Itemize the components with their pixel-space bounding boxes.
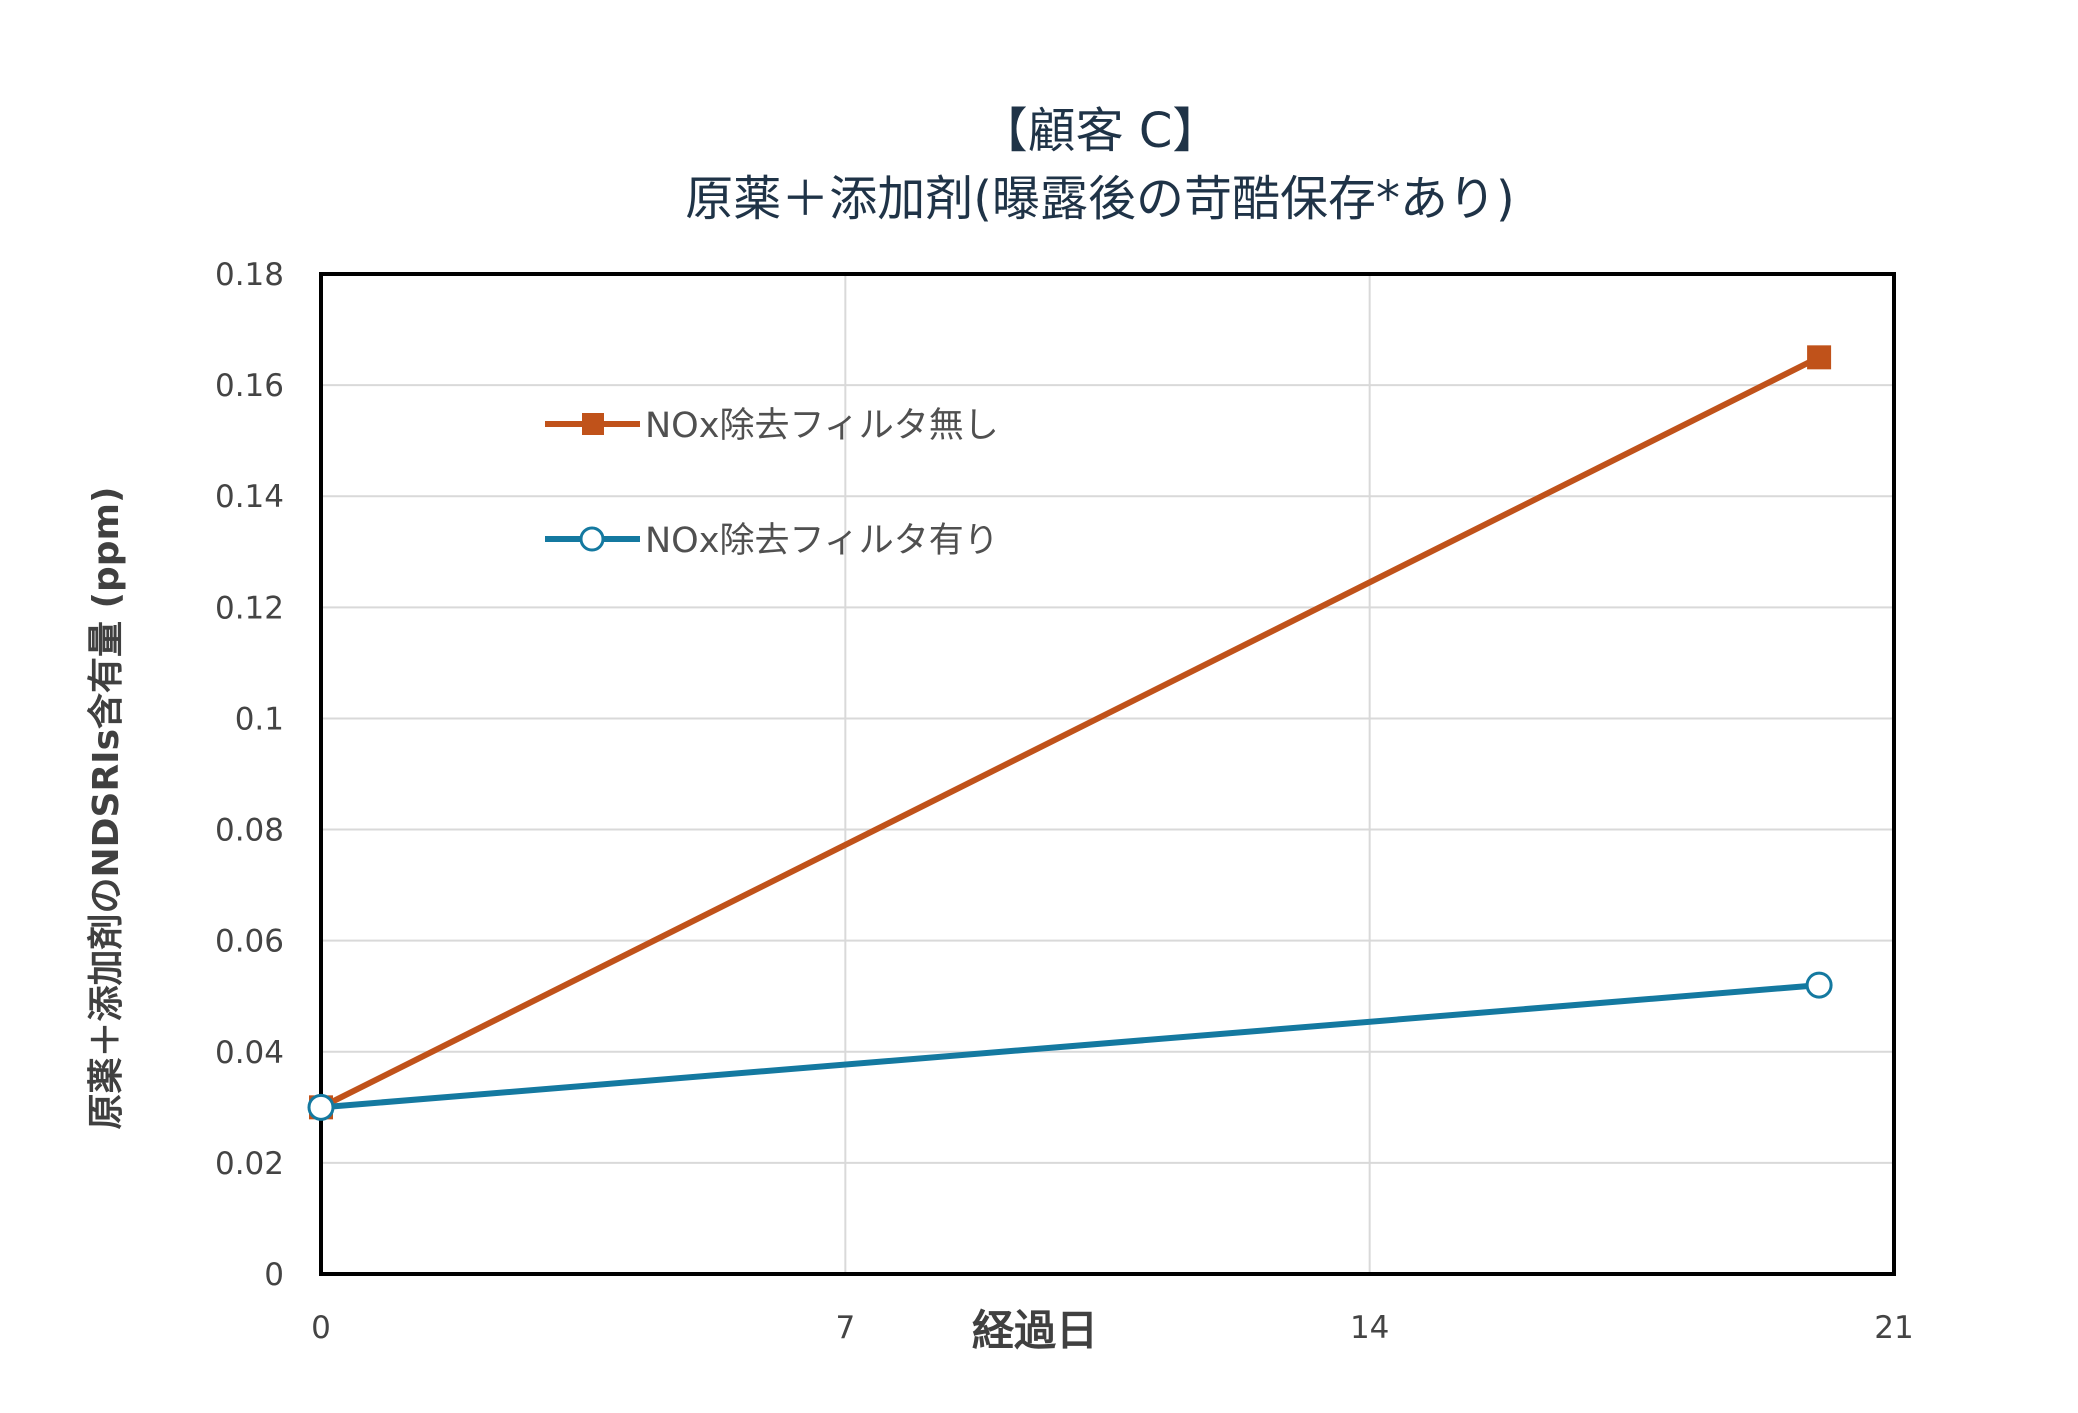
chart-title: 【顧客 C】: [980, 103, 1221, 159]
x-tick-label: 21: [1874, 1310, 1913, 1346]
series-group: [307, 345, 1833, 1121]
legend-marker-series-1: [582, 413, 604, 435]
legend-marker-series-2: [579, 526, 605, 552]
y-tick-label: 0.16: [215, 368, 284, 404]
x-axis-title: 経過日: [972, 1306, 1098, 1355]
series-line-1: [319, 354, 1821, 1111]
x-tick-label: 0: [311, 1310, 331, 1346]
data-point-series-1: [1807, 345, 1832, 370]
gridlines: [321, 274, 1894, 1274]
y-tick-label: 0.04: [215, 1035, 284, 1071]
data-point-series-2: [1805, 971, 1833, 999]
plot-frame: [319, 272, 1896, 1276]
y-tick-label: 0.06: [215, 924, 284, 960]
legend: NOx除去フィルタ無し NOx除去フィルタ有り: [545, 406, 999, 561]
y-axis-title: 原薬＋添加剤のNDSRIs含有量 (ppm): [86, 487, 127, 1130]
data-point-series-2: [307, 1093, 335, 1121]
legend-label-series-1: NOx除去フィルタ無し: [645, 406, 999, 446]
chart-subtitle: 原薬＋添加剤(曝露後の苛酷保存*あり): [685, 171, 1514, 227]
series-line-2: [320, 982, 1820, 1111]
y-tick-label: 0.14: [215, 479, 284, 515]
y-tick-label: 0.18: [215, 257, 284, 293]
y-tick-label: 0.1: [235, 701, 284, 737]
x-tick-labels: 0 7 14 21: [311, 1310, 1914, 1346]
y-tick-labels: 0 0.02 0.04 0.06 0.08 0.1 0.12 0.14 0.16 0.18: [215, 257, 284, 1293]
y-tick-label: 0.12: [215, 590, 284, 626]
x-tick-label: 14: [1350, 1310, 1389, 1346]
y-tick-label: 0: [264, 1257, 284, 1293]
y-tick-label: 0.08: [215, 813, 284, 849]
legend-label-series-2: NOx除去フィルタ有り: [645, 521, 999, 561]
x-tick-label: 7: [835, 1310, 855, 1346]
y-tick-label: 0.02: [215, 1146, 284, 1182]
